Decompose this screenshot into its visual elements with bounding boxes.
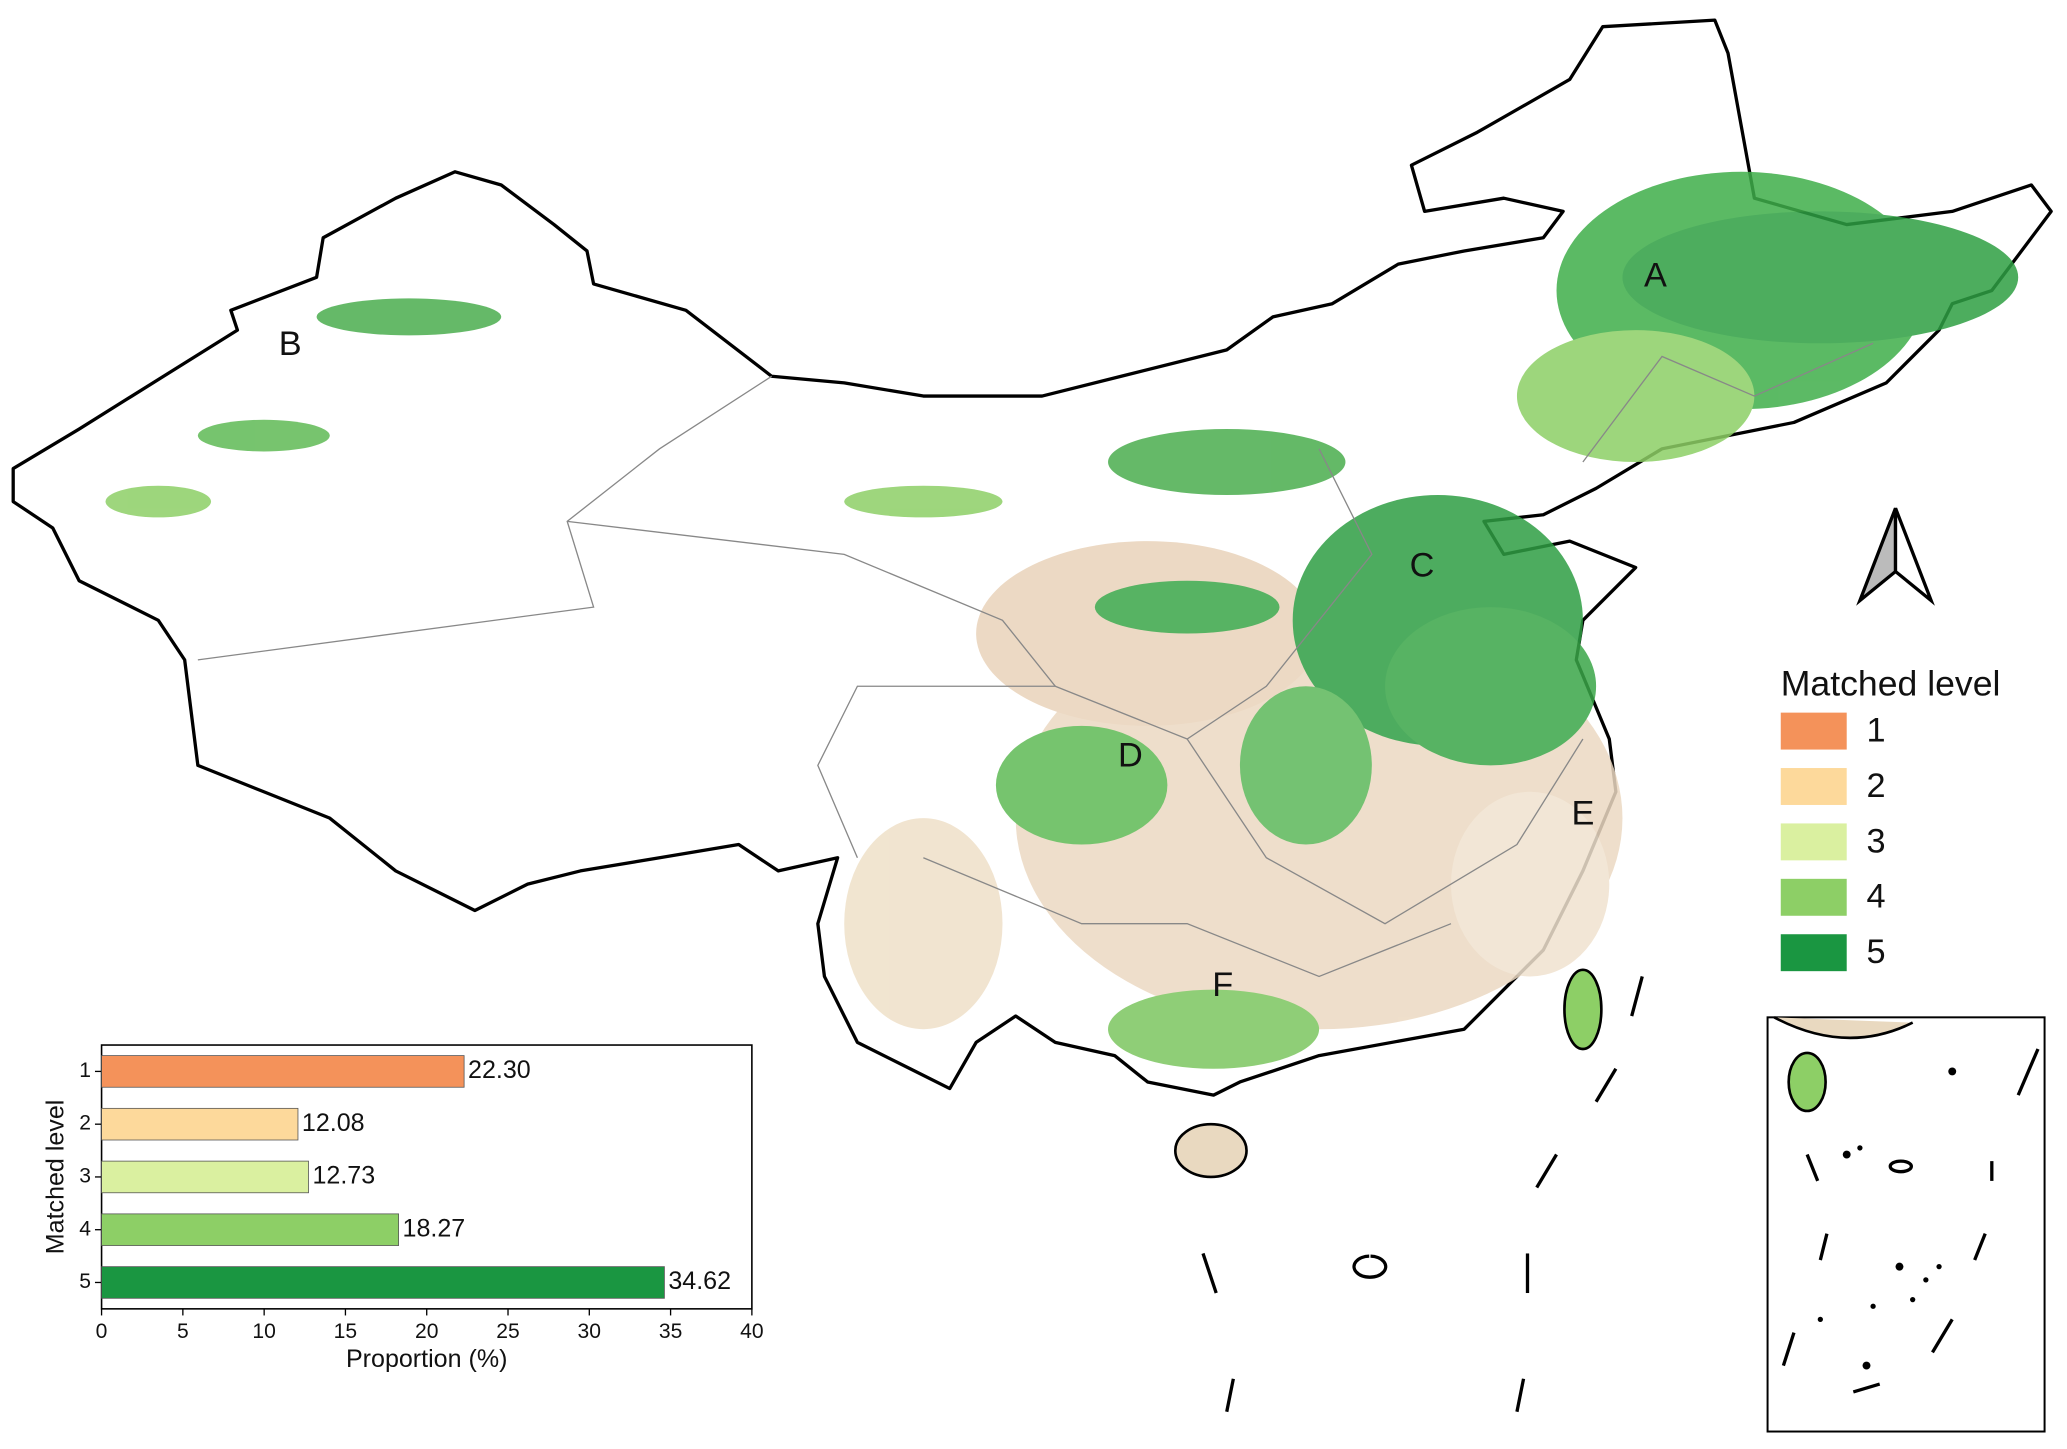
legend-swatch [1780,712,1847,750]
legend-label: 5 [1866,933,1885,971]
bar [101,1266,665,1299]
region-labels: A B C D E F [279,256,1667,1004]
x-tick-label: 5 [177,1320,189,1343]
region-label: E [1571,795,1594,833]
legend-label: 4 [1866,878,1885,916]
y-tick-label: 5 [79,1270,91,1293]
legend-label: 1 [1866,711,1885,749]
region-label: A [1644,256,1667,294]
y-tick-label: 4 [79,1217,91,1240]
bar [101,1213,399,1246]
legend-swatch [1780,823,1847,861]
legend-label: 3 [1866,822,1885,860]
bar [101,1160,309,1194]
x-tick-label: 10 [252,1320,275,1343]
y-tick-label: 3 [79,1165,91,1188]
island-hainan [1173,1122,1248,1179]
y-tick-label: 2 [79,1112,91,1135]
region-label: B [279,325,302,363]
legend-label: 2 [1866,767,1885,805]
value-label: 18.27 [403,1214,466,1242]
x-tick-label: 0 [96,1320,108,1343]
land-cover [105,171,2019,1069]
inset-map [1766,1016,2046,1433]
x-tick-label: 35 [659,1320,682,1343]
x-tick-label: 40 [740,1320,763,1343]
value-label: 12.08 [302,1109,365,1137]
x-tick-label: 30 [578,1320,601,1343]
x-axis-title: Proportion (%) [346,1345,507,1373]
legend: Matched level 1 2 3 4 5 [1780,663,2001,972]
x-tick-label: 15 [334,1320,357,1343]
value-label: 22.30 [468,1056,531,1084]
y-tick-label: 1 [79,1059,91,1082]
legend-swatch [1780,768,1847,805]
island-taiwan [1563,968,1603,1051]
map-base [11,18,2053,1413]
value-label: 34.62 [668,1267,731,1295]
legend-swatch [1780,934,1847,972]
bar [101,1107,299,1141]
north-arrow [1856,507,1935,606]
region-label: D [1118,737,1143,775]
y-axis-title: Matched level [41,1100,69,1255]
x-tick-label: 25 [496,1320,519,1343]
value-label: 12.73 [312,1162,375,1190]
region-label: C [1410,547,1435,585]
bar [101,1055,465,1088]
legend-swatch [1780,878,1847,916]
sea-boundaries [1201,976,1644,1413]
x-tick-label: 20 [415,1320,438,1343]
legend-title: Matched level [1781,663,2001,703]
region-label: F [1212,966,1233,1004]
province-borders [197,342,1874,978]
